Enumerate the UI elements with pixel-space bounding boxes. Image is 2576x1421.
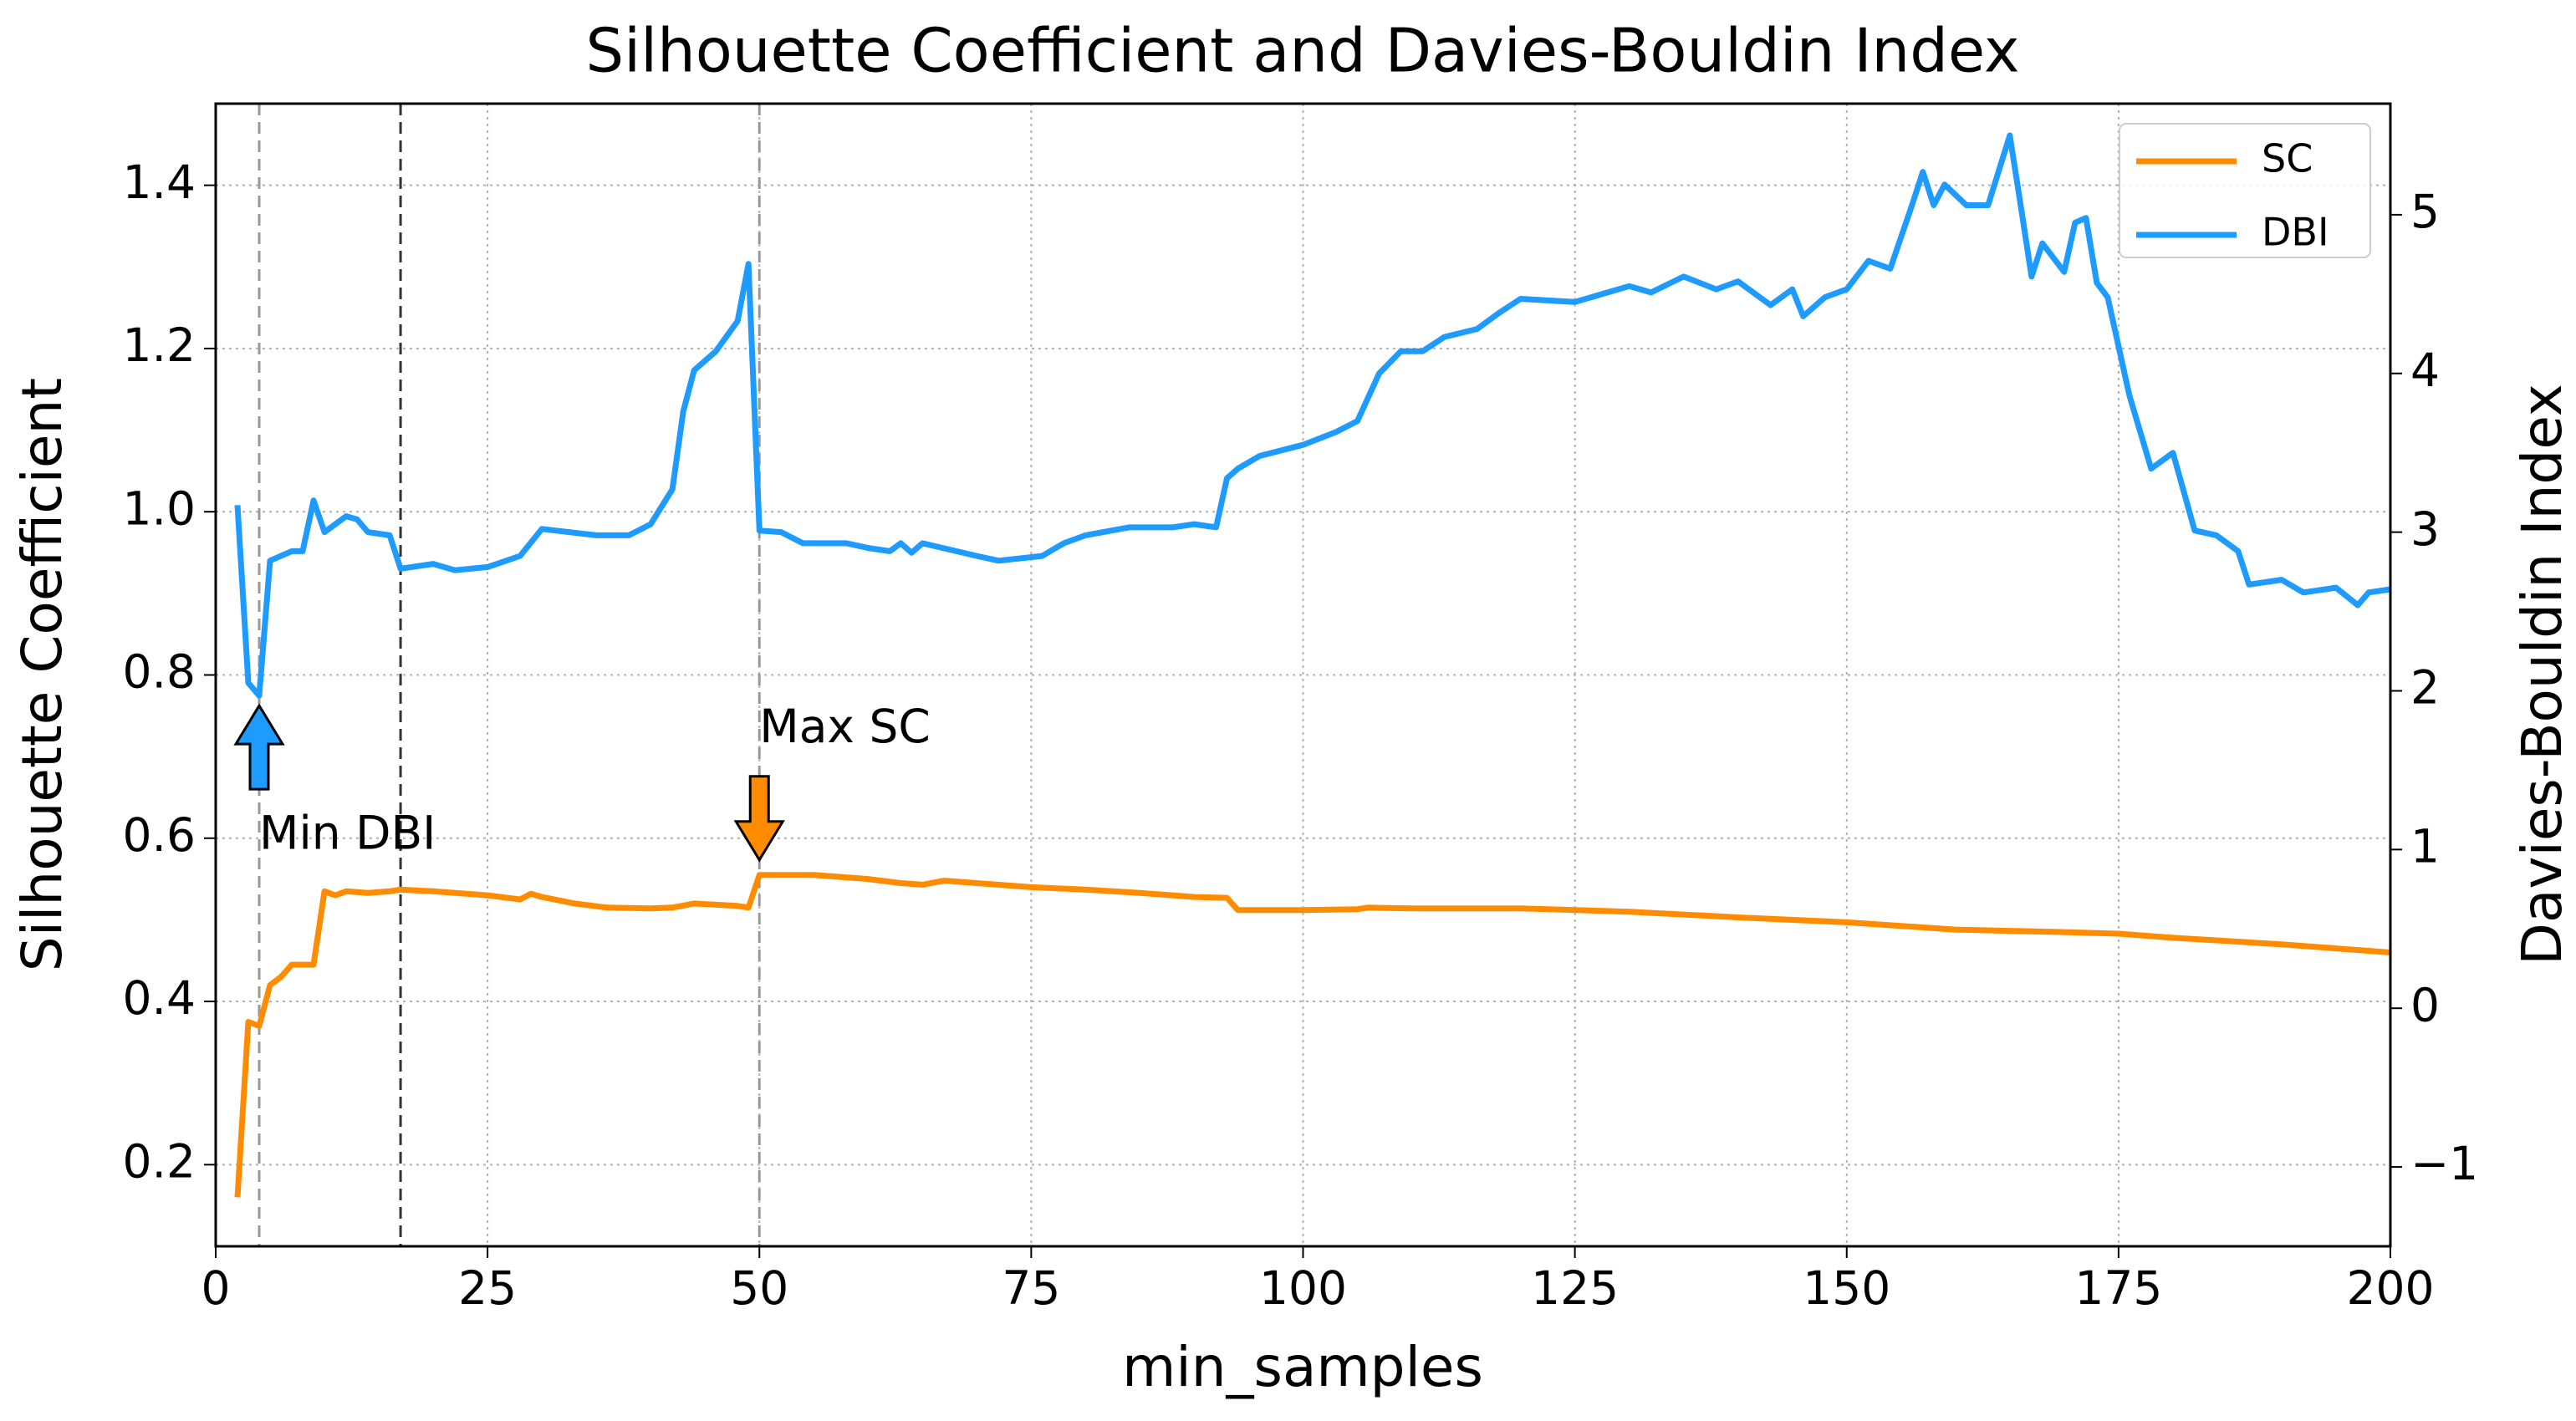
x-tick-label: 100 [1259, 1261, 1347, 1315]
legend-label: SC [2262, 136, 2313, 181]
y2-tick-label: 3 [2410, 502, 2440, 556]
x-tick-label: 25 [458, 1261, 517, 1315]
y-tick-label: 1.4 [123, 155, 196, 209]
legend-box [2119, 123, 2371, 258]
plot-frame [214, 102, 2392, 1248]
y-axis-label: Silhouette Coefficient [10, 378, 74, 971]
series-line [234, 132, 2391, 699]
x-tick-label: 175 [2074, 1261, 2162, 1315]
x-tick-label: 50 [730, 1261, 788, 1315]
y-tick-label: 0.8 [123, 645, 196, 699]
y2-tick-label: 1 [2410, 819, 2440, 873]
y-tick-label: 1.0 [123, 481, 196, 535]
y2-tick-label: 5 [2410, 185, 2440, 238]
y2-tick-label: 2 [2410, 661, 2440, 715]
x-tick-label: 0 [201, 1261, 231, 1315]
y2-tick-label: 4 [2410, 344, 2440, 397]
y-tick-label: 0.2 [123, 1134, 196, 1188]
y2-tick-label: 0 [2410, 978, 2440, 1031]
x-axis-label: min_samples [1122, 1335, 1483, 1399]
y-tick-label: 0.4 [123, 971, 196, 1025]
x-tick-label: 200 [2347, 1261, 2435, 1315]
annotation-text: Max SC [759, 700, 931, 753]
annotation-arrow [233, 703, 285, 791]
chart-title: Silhouette Coefficient and Davies-Bouldi… [585, 16, 2019, 86]
annotation-arrow [733, 775, 785, 863]
annotation-text: Min DBI [259, 806, 436, 859]
y2-tick-label: −1 [2410, 1137, 2478, 1190]
x-tick-label: 125 [1531, 1261, 1619, 1315]
y-tick-label: 0.6 [123, 808, 196, 862]
x-tick-label: 75 [1002, 1261, 1060, 1315]
series-line [234, 872, 2391, 1198]
x-tick-label: 150 [1803, 1261, 1890, 1315]
y-tick-label: 1.2 [123, 318, 196, 372]
legend-label: DBI [2262, 210, 2329, 255]
y2-axis-label: Davies-Bouldin Index [2510, 384, 2574, 965]
